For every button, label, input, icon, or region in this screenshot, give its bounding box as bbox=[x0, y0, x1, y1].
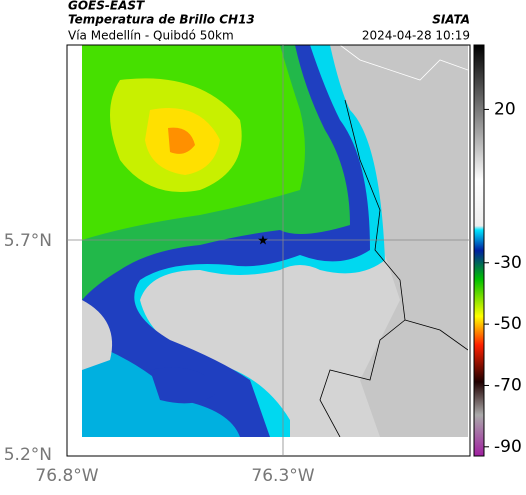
lon-label: 76.8°W bbox=[35, 466, 98, 486]
colorbar bbox=[473, 44, 485, 457]
lat-label: 5.7°N bbox=[4, 231, 52, 251]
colorbar-tick-label: -90 bbox=[494, 437, 522, 457]
lon-label: 76.3°W bbox=[251, 466, 314, 486]
colorbar-tick-label: 20 bbox=[494, 99, 516, 119]
product: Temperatura de Brillo CH13 bbox=[68, 13, 255, 27]
region: Vía Medellín - Quibdó 50km bbox=[68, 29, 234, 43]
org: SIATA bbox=[432, 13, 470, 27]
location-marker: ★ bbox=[257, 234, 269, 249]
source: GOES-EAST bbox=[68, 0, 145, 13]
map-frame bbox=[66, 44, 471, 457]
satellite-image bbox=[82, 45, 468, 437]
colorbar-tick-label: -70 bbox=[494, 375, 522, 395]
lat-label: 5.2°N bbox=[4, 445, 52, 465]
colorbar-tick-label: -30 bbox=[494, 253, 522, 273]
datetime: 2024-04-28 10:19 bbox=[362, 29, 470, 43]
colorbar-tick-label: -50 bbox=[494, 314, 522, 334]
